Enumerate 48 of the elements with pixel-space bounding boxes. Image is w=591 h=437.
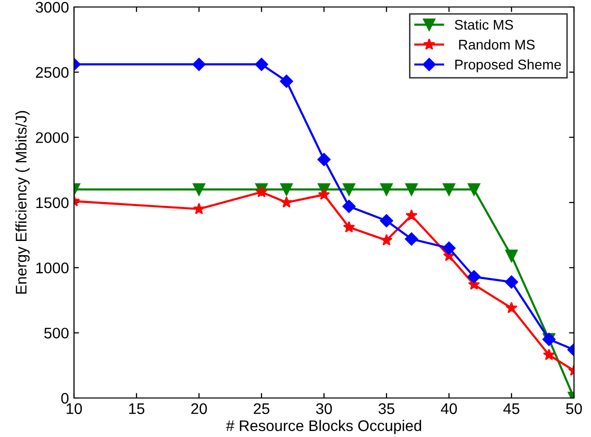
y-tick-label: 500 <box>44 328 69 339</box>
point <box>280 74 294 88</box>
legend-label: Static MS <box>454 20 513 30</box>
point <box>318 188 330 200</box>
point <box>280 183 293 196</box>
point <box>380 234 392 246</box>
point <box>380 183 393 196</box>
x-tick-label: 30 <box>316 403 332 414</box>
y-axis-title: Energy Efficiency ( Mbits/J) <box>15 111 30 294</box>
x-tick-label: 20 <box>191 403 207 414</box>
point <box>467 270 481 284</box>
point <box>192 58 206 71</box>
point <box>317 152 331 166</box>
legend-label: Random MS <box>459 39 535 50</box>
point <box>442 183 456 196</box>
point <box>256 186 268 198</box>
point <box>380 214 394 228</box>
point <box>405 183 418 196</box>
y-tick-label: 3000 <box>36 2 69 13</box>
point <box>406 209 418 221</box>
point <box>192 183 206 196</box>
point <box>342 200 356 213</box>
point <box>254 58 268 71</box>
x-tick-label: 40 <box>440 403 457 414</box>
y-tick-label: 1000 <box>36 262 69 274</box>
point <box>193 202 205 214</box>
y-tick-label: 1500 <box>36 197 69 208</box>
x-tick-label: 35 <box>378 403 394 414</box>
point <box>404 232 418 246</box>
point <box>342 183 356 196</box>
point <box>280 196 292 208</box>
x-tick-label: 25 <box>254 403 270 414</box>
x-tick-label: 15 <box>129 403 144 414</box>
y-tick-label: 2000 <box>36 132 69 144</box>
x-tick-label: 45 <box>503 403 520 414</box>
point <box>504 275 518 289</box>
point <box>442 242 456 255</box>
point <box>468 183 480 196</box>
point <box>543 348 555 360</box>
point <box>505 250 518 262</box>
y-tick-label: 0 <box>61 392 69 404</box>
point <box>343 221 355 232</box>
x-tick-label: 10 <box>66 403 82 414</box>
x-axis-title: # Resource Blocks Occupied <box>226 420 422 434</box>
point <box>506 302 518 314</box>
y-tick-label: 2500 <box>36 67 69 78</box>
legend-label: Proposed Sheme <box>455 59 561 72</box>
x-tick-label: 50 <box>566 403 582 414</box>
